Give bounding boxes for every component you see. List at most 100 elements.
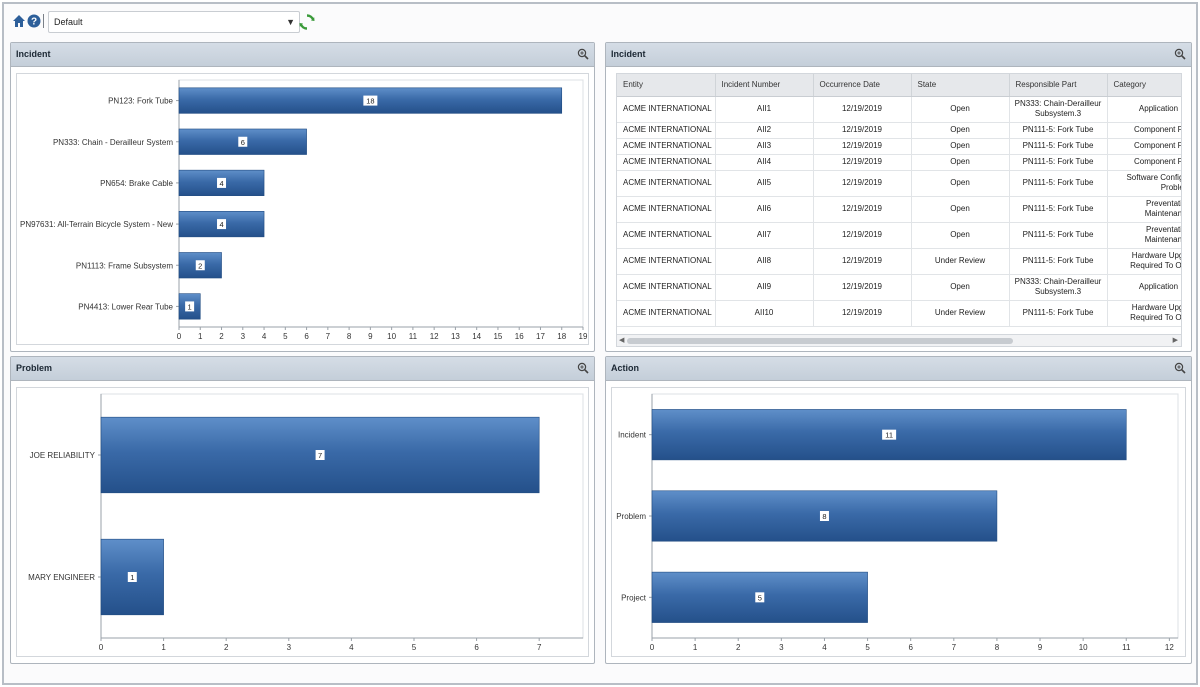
data-label-bg bbox=[127, 572, 137, 582]
category-label: PN123: Fork Tube bbox=[108, 97, 173, 106]
x-tick-label: 5 bbox=[865, 643, 870, 652]
x-tick-label: 3 bbox=[779, 643, 784, 652]
table-cell: Hardware UpgraRequired To Ope bbox=[1107, 300, 1181, 327]
help-icon[interactable]: ? bbox=[27, 14, 41, 28]
table-cell: ACME INTERNATIONAL bbox=[617, 154, 716, 171]
table-cell: Open bbox=[911, 138, 1010, 155]
table-cell: 12/19/2019 bbox=[813, 138, 912, 155]
table-cell: AII6 bbox=[715, 196, 814, 223]
refresh-icon[interactable] bbox=[298, 13, 316, 31]
table-cell: PreventativeMaintenance bbox=[1107, 196, 1181, 223]
table-cell: 12/19/2019 bbox=[813, 170, 912, 197]
table-cell: Open bbox=[911, 122, 1010, 139]
category-label: JOE RELIABILITY bbox=[30, 451, 96, 460]
table-row[interactable]: ACME INTERNATIONAL AII8 12/19/2019 Under Re… bbox=[617, 248, 1181, 275]
table-cell: Open bbox=[911, 274, 1010, 301]
table-row[interactable]: ACME INTERNATIONAL AII3 12/19/2019 Open PN11… bbox=[617, 138, 1181, 155]
column-header[interactable]: Occurrence Date bbox=[813, 74, 912, 97]
data-label: 4 bbox=[219, 179, 223, 188]
table-cell: Hardware UpgraRequired To Ope bbox=[1107, 248, 1181, 275]
x-tick-label: 0 bbox=[177, 332, 182, 341]
data-label: 6 bbox=[241, 138, 245, 147]
x-tick-label: 18 bbox=[557, 332, 566, 341]
table-body: ACME INTERNATIONAL AII1 12/19/2019 Open PN33… bbox=[617, 96, 1181, 327]
table-cell: AII8 bbox=[715, 248, 814, 275]
category-label: PN4413: Lower Rear Tube bbox=[78, 302, 173, 311]
x-tick-label: 16 bbox=[515, 332, 524, 341]
table-cell: Under Review bbox=[911, 248, 1010, 275]
category-label: PN1113: Frame Subsystem bbox=[76, 261, 173, 270]
incident-table-panel: Incident Entity Incident Number Occurrence… bbox=[605, 42, 1192, 352]
table-cell: PN111-5: Fork Tube bbox=[1009, 300, 1108, 327]
table-cell: AII2 bbox=[715, 122, 814, 139]
incident-table: Entity Incident Number Occurrence Date Stat… bbox=[616, 73, 1182, 347]
x-tick-label: 7 bbox=[326, 332, 331, 341]
table-row[interactable]: ACME INTERNATIONAL AII1 12/19/2019 Open PN33… bbox=[617, 96, 1181, 123]
zoom-icon[interactable] bbox=[577, 48, 589, 60]
column-header[interactable]: Incident Number bbox=[715, 74, 814, 97]
scroll-left-icon[interactable]: ◀ bbox=[619, 337, 625, 344]
x-tick-label: 11 bbox=[409, 332, 418, 341]
plot-area bbox=[178, 79, 584, 328]
problem-bar-chart: 0 1 2 3 4 5 6 7 JOE RELIABILITY 7 MARY ENGINEER 1 bbox=[28, 393, 584, 652]
column-header[interactable]: Entity bbox=[617, 74, 716, 97]
table-cell: ACME INTERNATIONAL bbox=[617, 170, 716, 197]
scroll-right-icon[interactable]: ▶ bbox=[1172, 337, 1178, 344]
table-row[interactable]: ACME INTERNATIONAL AII2 12/19/2019 Open PN11… bbox=[617, 122, 1181, 139]
table-cell: AII3 bbox=[715, 138, 814, 155]
table-cell: Open bbox=[911, 222, 1010, 249]
table-row[interactable]: ACME INTERNATIONAL AII6 12/19/2019 Open PN11… bbox=[617, 196, 1181, 223]
toolbar: ? Default ▼ bbox=[4, 4, 1196, 40]
x-tick-label: 19 bbox=[579, 332, 588, 341]
dashboard-select[interactable]: Default ▼ bbox=[48, 11, 300, 33]
x-tick-label: 3 bbox=[241, 332, 246, 341]
x-tick-label: 1 bbox=[198, 332, 203, 341]
table-cell: 12/19/2019 bbox=[813, 96, 912, 123]
zoom-icon[interactable] bbox=[577, 362, 589, 374]
table-cell: Application Iss bbox=[1107, 96, 1181, 123]
table-cell: AII4 bbox=[715, 154, 814, 171]
x-tick-label: 6 bbox=[474, 643, 479, 652]
data-label-bg bbox=[882, 429, 897, 440]
dashboard-select-value: Default bbox=[54, 17, 83, 27]
table-cell: PN333: Chain-Derailleur Subsystem.3 bbox=[1009, 274, 1108, 301]
scrollbar-thumb[interactable] bbox=[627, 338, 1013, 344]
data-label: 8 bbox=[822, 512, 826, 521]
table-row[interactable]: ACME INTERNATIONAL AII7 12/19/2019 Open PN11… bbox=[617, 222, 1181, 249]
panel-title: Incident bbox=[16, 49, 51, 59]
x-tick-label: 5 bbox=[283, 332, 288, 341]
home-icon[interactable] bbox=[12, 14, 26, 28]
table-cell: ACME INTERNATIONAL bbox=[617, 196, 716, 223]
column-header[interactable]: State bbox=[911, 74, 1010, 97]
x-tick-label: 8 bbox=[347, 332, 352, 341]
data-label-bg bbox=[755, 592, 765, 603]
table-cell: 12/19/2019 bbox=[813, 222, 912, 249]
zoom-icon[interactable] bbox=[1174, 48, 1186, 60]
column-header[interactable]: Category bbox=[1107, 74, 1181, 97]
table-cell: Component Fail bbox=[1107, 154, 1181, 171]
table-row[interactable]: ACME INTERNATIONAL AII9 12/19/2019 Open PN33… bbox=[617, 274, 1181, 301]
table-cell: AII5 bbox=[715, 170, 814, 197]
table-row[interactable]: ACME INTERNATIONAL AII4 12/19/2019 Open PN11… bbox=[617, 154, 1181, 171]
table-cell: Open bbox=[911, 170, 1010, 197]
horizontal-scrollbar[interactable]: ◀ ▶ bbox=[617, 334, 1181, 346]
table-row[interactable]: ACME INTERNATIONAL AII5 12/19/2019 Open PN11… bbox=[617, 170, 1181, 197]
x-tick-label: 11 bbox=[1122, 643, 1131, 652]
problem-chart-body: 0 1 2 3 4 5 6 7 JOE RELIABILITY 7 MARY ENGINEER 1 bbox=[16, 387, 589, 657]
table-cell: Open bbox=[911, 196, 1010, 223]
table-cell: Software ConfigurProblem bbox=[1107, 170, 1181, 197]
panel-header: Incident bbox=[606, 43, 1191, 67]
table-cell: ACME INTERNATIONAL bbox=[617, 274, 716, 301]
incident-chart-panel: Incident 0 1 2 3 4 5 6 7 8 9 10 11 12 13 14 15 16 17 18 19 P… bbox=[10, 42, 595, 352]
x-tick-label: 3 bbox=[287, 643, 292, 652]
x-tick-label: 17 bbox=[536, 332, 545, 341]
table-cell: ACME INTERNATIONAL bbox=[617, 222, 716, 249]
panel-title: Problem bbox=[16, 363, 53, 373]
x-tick-label: 12 bbox=[430, 332, 439, 341]
table-row[interactable]: ACME INTERNATIONAL AII10 12/19/2019 Under R… bbox=[617, 300, 1181, 327]
column-header[interactable]: Responsible Part bbox=[1009, 74, 1108, 97]
zoom-icon[interactable] bbox=[1174, 362, 1186, 374]
